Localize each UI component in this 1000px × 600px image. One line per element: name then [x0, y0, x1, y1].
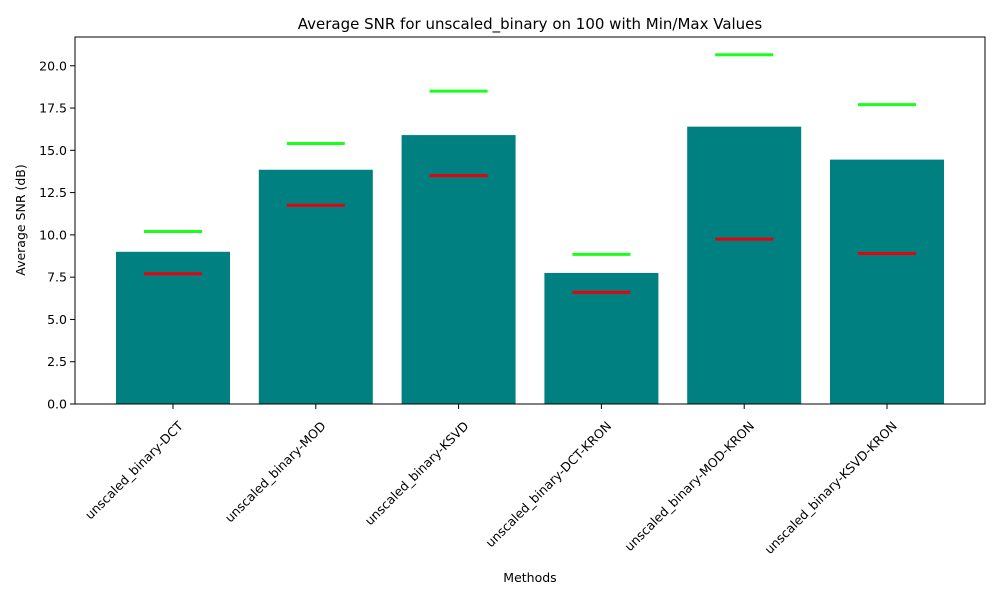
y-axis-label: Average SNR (dB) [13, 164, 28, 276]
y-axis: 0.0 2.5 5.0 7.5 10.0 12.5 15.0 17.5 20.0 [39, 58, 75, 412]
bar-3 [544, 272, 659, 404]
x-tick-label-2: unscaled_binary-KSVD [362, 418, 472, 528]
y-tick-label-7: 17.5 [39, 101, 67, 116]
y-tick-label-5: 12.5 [39, 185, 67, 200]
x-tick-label-5: unscaled_binary-KSVD-KRON [761, 418, 900, 557]
markers-layer [144, 53, 916, 294]
y-tick-label-2: 5.0 [47, 312, 67, 327]
bar-0 [116, 251, 230, 404]
x-tick-label-3: unscaled_binary-DCT-KRON [482, 418, 614, 550]
bars-layer [116, 126, 944, 404]
y-tick-label-0: 0.0 [47, 397, 67, 412]
y-tick-label-4: 10.0 [39, 227, 67, 242]
bar-5 [830, 159, 944, 404]
y-tick-label-1: 2.5 [47, 354, 67, 369]
x-tick-label-0: unscaled_binary-DCT [82, 418, 186, 522]
x-tick-label-4: unscaled_binary-MOD-KRON [621, 418, 757, 554]
x-axis: unscaled_binary-DCT unscaled_binary-MOD un… [82, 404, 900, 557]
x-axis-label: Methods [503, 570, 556, 585]
bar-2 [401, 135, 516, 404]
y-tick-label-6: 15.0 [39, 143, 67, 158]
plot-frame [74, 36, 986, 405]
y-tick-label-8: 20.0 [39, 58, 67, 73]
bar-4 [687, 126, 802, 404]
y-tick-label-3: 7.5 [47, 270, 67, 285]
x-tick-label-1: unscaled_binary-MOD [222, 418, 329, 525]
bar-1 [258, 169, 373, 404]
chart-title: Average SNR for unscaled_binary on 100 w… [298, 15, 763, 34]
